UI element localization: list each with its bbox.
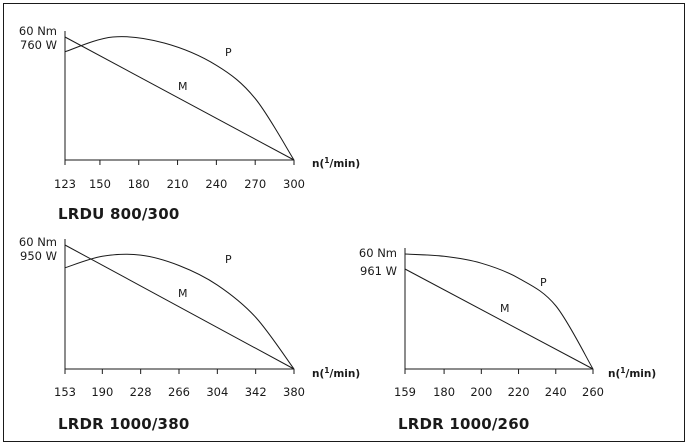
series-p-curve (404, 253, 594, 370)
x-tick-label: 380 (283, 385, 305, 399)
x-tick-label: 228 (130, 385, 152, 399)
x-axis-unit-label: n(1/min) (312, 156, 360, 170)
x-tick-label: 153 (54, 385, 76, 399)
x-tick-label: 270 (244, 177, 266, 191)
x-tick-label: 150 (89, 177, 111, 191)
x-tick-label: 123 (54, 177, 76, 191)
x-tick-label: 304 (206, 385, 228, 399)
y-label-power: 961 W (360, 264, 397, 278)
series-p-label: P (225, 253, 232, 266)
y-label-torque: 60 Nm (19, 24, 57, 38)
x-tick-label: 342 (245, 385, 267, 399)
x-tick-label: 260 (582, 385, 604, 399)
chart-title-lrdu-800-300: LRDU 800/300 (58, 205, 180, 223)
x-tick-label: 200 (470, 385, 492, 399)
series-m-label: M (500, 302, 510, 315)
x-tick-label: 300 (283, 177, 305, 191)
series-m-line (64, 244, 295, 370)
x-tick-label: 240 (205, 177, 227, 191)
x-tick-label: 180 (433, 385, 455, 399)
x-tick-label: 266 (168, 385, 190, 399)
series-p-curve (64, 36, 295, 161)
x-tick-label: 159 (394, 385, 416, 399)
chart-3: 159 180 200 220 240 260 60 Nm 961 W n(1/min) M P (359, 246, 656, 399)
x-tick-label: 220 (508, 385, 530, 399)
y-label-power: 760 W (20, 38, 57, 52)
x-tick-label: 210 (167, 177, 189, 191)
series-p-label: P (540, 276, 547, 289)
series-m-line (64, 36, 295, 161)
y-label-torque: 60 Nm (19, 235, 57, 249)
chart-title-lrdr-1000-380: LRDR 1000/380 (58, 415, 190, 433)
chart-title-lrdr-1000-260: LRDR 1000/260 (398, 415, 530, 433)
x-tick-label: 180 (128, 177, 150, 191)
y-label-power: 950 W (20, 249, 57, 263)
x-axis-unit-label: n(1/min) (312, 366, 360, 380)
series-m-line (404, 268, 594, 370)
series-p-curve (64, 253, 295, 370)
series-m-label: M (178, 80, 188, 93)
x-tick-label: 240 (545, 385, 567, 399)
series-m-label: M (178, 287, 188, 300)
y-label-torque: 60 Nm (359, 246, 397, 260)
x-tick-label: 190 (91, 385, 113, 399)
series-p-label: P (225, 46, 232, 59)
x-axis-unit-label: n(1/min) (608, 366, 656, 380)
